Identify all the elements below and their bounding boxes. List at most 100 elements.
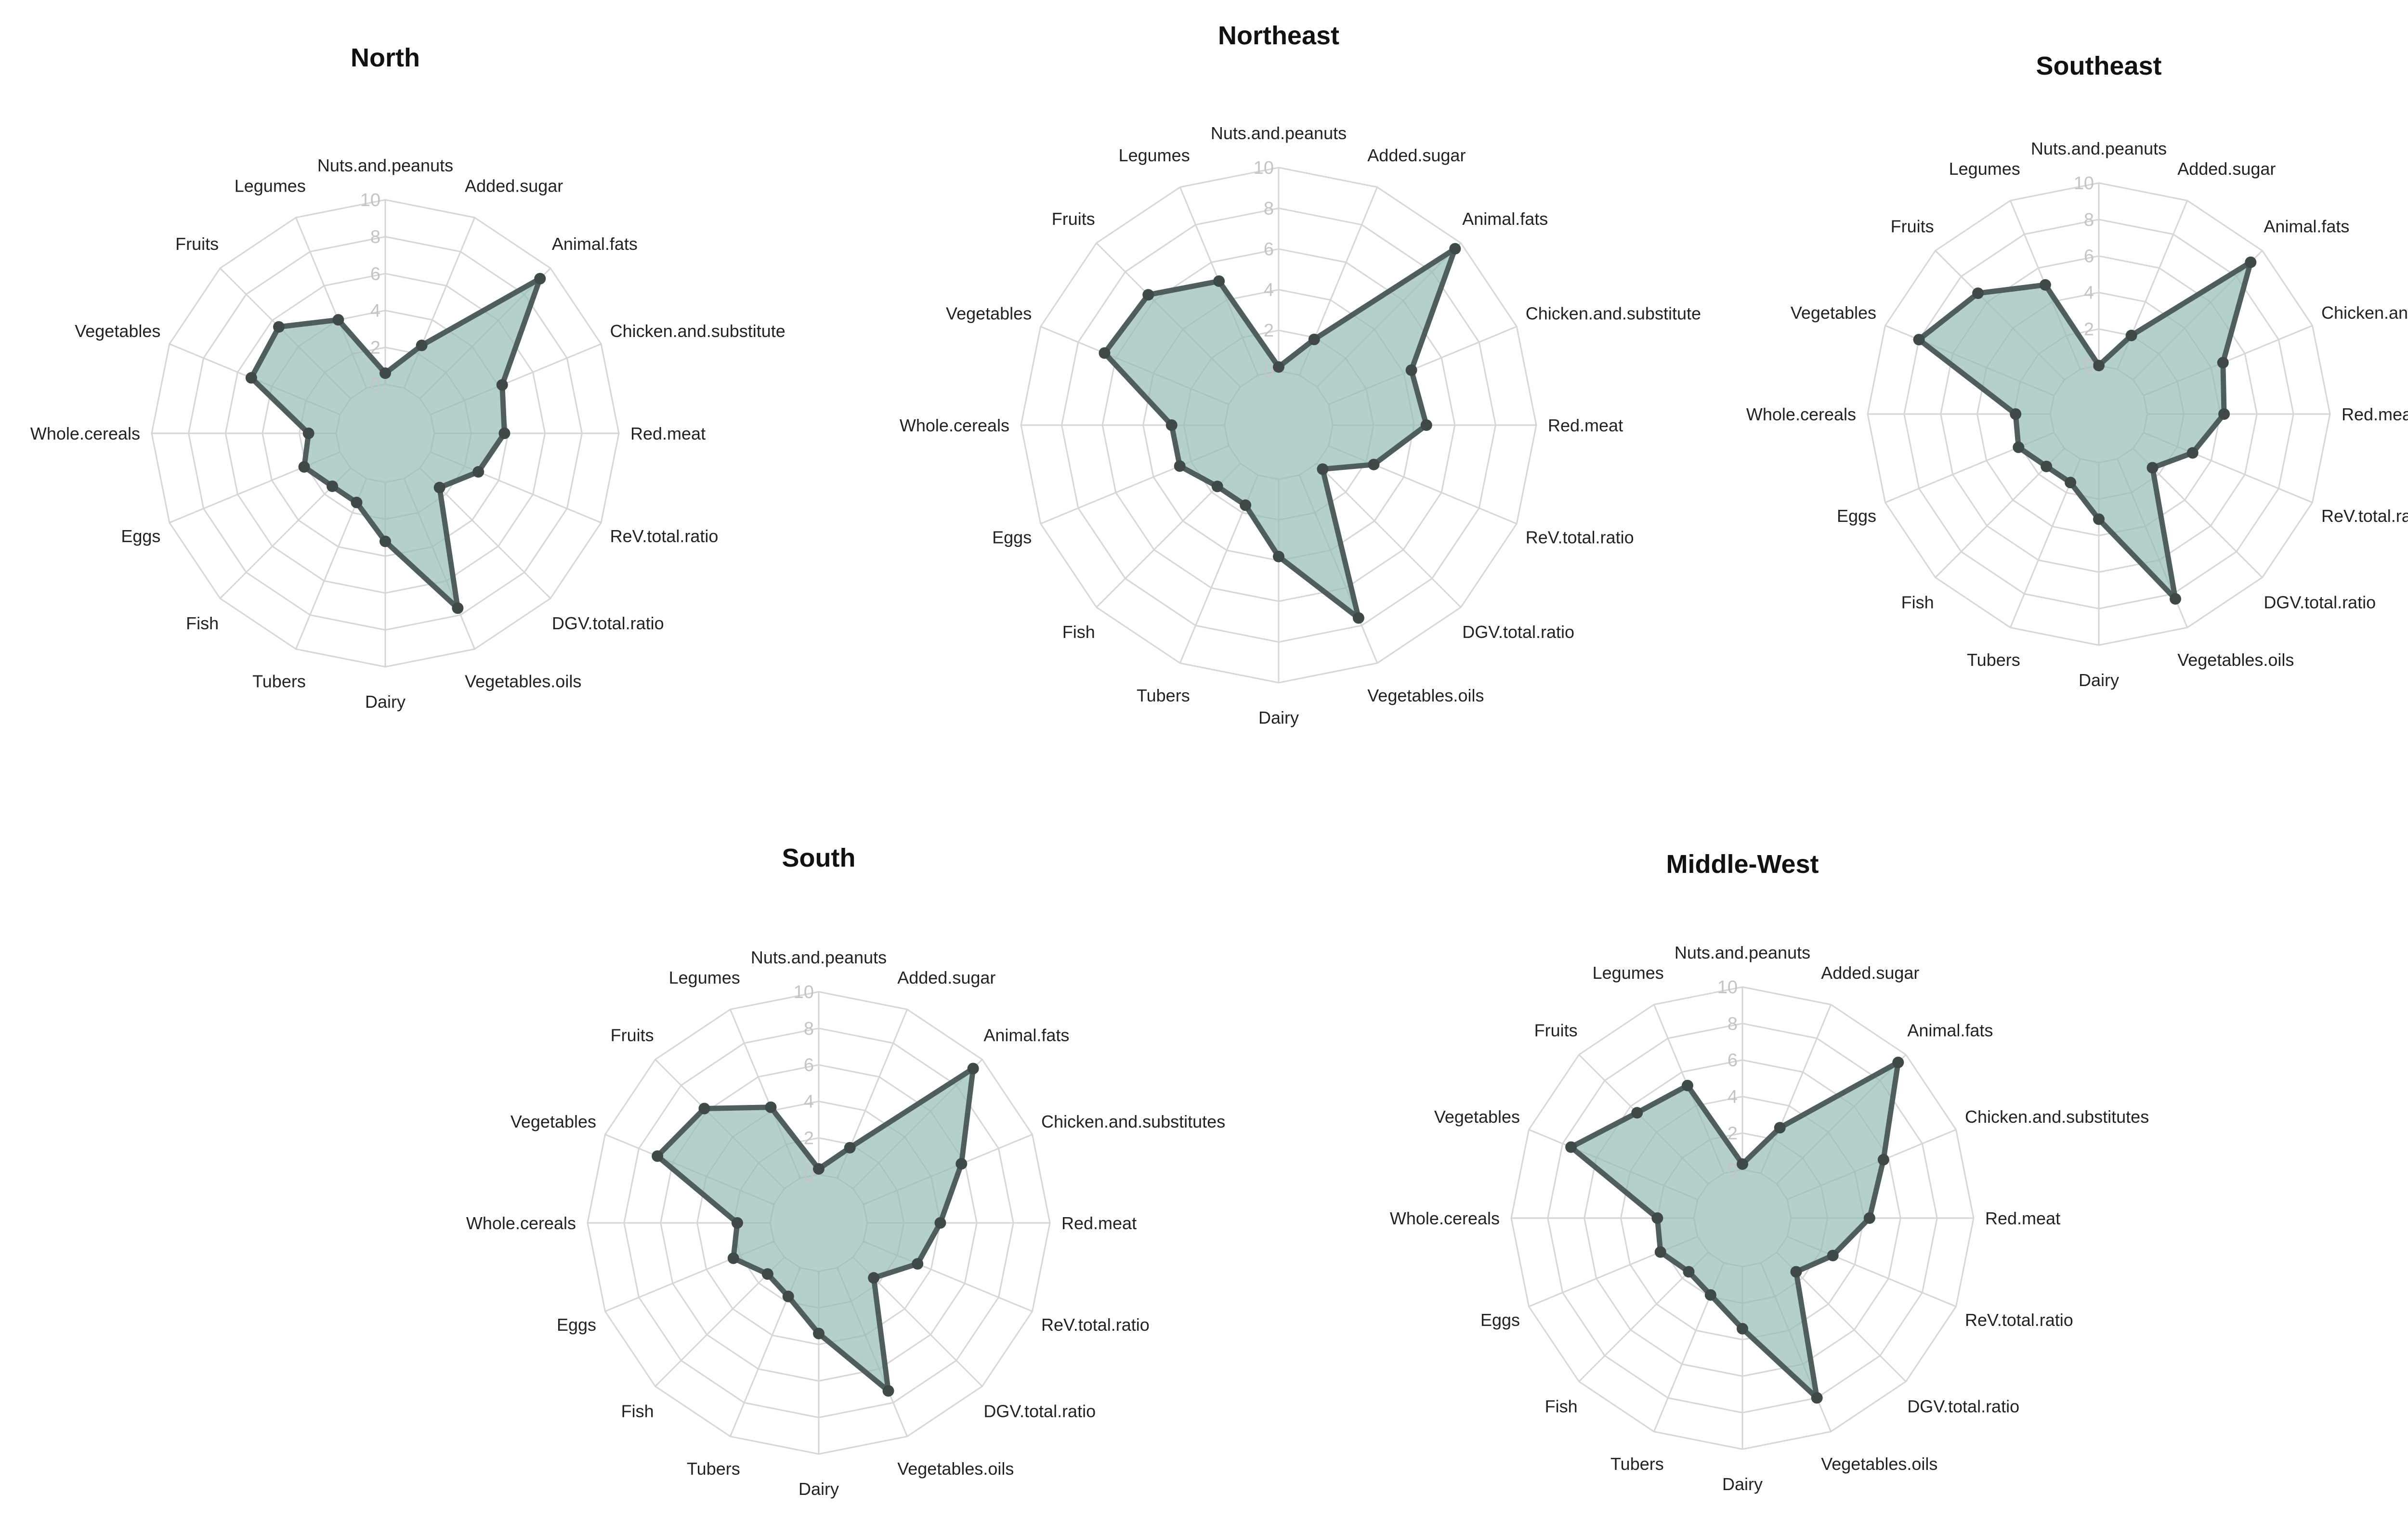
data-point-vegetables (1913, 334, 1925, 346)
data-point-eggs (298, 461, 310, 473)
axis-label-rev-total-ratio: ReV.total.ratio (1041, 1315, 1150, 1335)
axis-label-nuts-and-peanuts: Nuts.and.peanuts (751, 948, 887, 967)
axis-label-chicken-and-substitute: Chicken.and.substitute (610, 321, 785, 341)
data-point-vegetables (1099, 347, 1111, 359)
data-point-dairy (380, 535, 391, 547)
axis-label-legumes: Legumes (669, 968, 740, 987)
data-point-dairy (1273, 550, 1284, 562)
axis-label-dgv-total-ratio: DGV.total.ratio (1907, 1396, 2019, 1416)
data-point-legumes (1681, 1079, 1693, 1091)
axis-label-added-sugar: Added.sugar (897, 968, 995, 987)
radar-panel-north: North 0 2 4 6 8 10 Nuts.and.peanuts Added.sugar A… (30, 43, 785, 712)
panel-title: North (351, 43, 420, 72)
axis-label-eggs: Eggs (121, 526, 160, 546)
spoke-fish (654, 1257, 785, 1387)
axis-label-whole-cereals: Whole.cereals (1390, 1208, 1500, 1228)
data-point-fish (761, 1268, 773, 1280)
data-point-legumes (2039, 279, 2051, 291)
tick-label-10: 10 (2074, 173, 2094, 194)
axis-label-rev-total-ratio: ReV.total.ratio (610, 526, 719, 546)
axis-label-fruits: Fruits (1052, 209, 1095, 229)
axis-label-red-meat: Red.meat (2342, 404, 2408, 424)
tick-label-0: 0 (1727, 1160, 1738, 1180)
data-point-nuts-and-peanuts (1737, 1158, 1748, 1170)
data-point-dairy (2093, 513, 2105, 525)
axis-label-tubers: Tubers (1610, 1454, 1664, 1474)
axis-label-nuts-and-peanuts: Nuts.and.peanuts (1675, 943, 1810, 962)
data-point-dgv-total-ratio (868, 1272, 880, 1284)
data-point-chicken-and-substitutes (2217, 357, 2229, 369)
data-point-tubers (782, 1290, 794, 1302)
axis-label-rev-total-ratio: ReV.total.ratio (2321, 506, 2408, 526)
axis-label-vegetables: Vegetables (946, 304, 1032, 324)
axis-label-animal-fats: Animal.fats (2264, 217, 2349, 236)
tick-label-6: 6 (2084, 247, 2094, 267)
data-point-vegetables-oils (2170, 593, 2182, 605)
data-point-nuts-and-peanuts (380, 367, 391, 379)
data-point-added-sugar (416, 339, 428, 351)
data-point-added-sugar (844, 1142, 856, 1154)
panel-title: Middle-West (1666, 850, 1819, 879)
data-point-rev-total-ratio (1368, 458, 1380, 470)
axis-label-red-meat: Red.meat (1061, 1213, 1137, 1233)
axis-label-fruits: Fruits (611, 1026, 654, 1045)
data-point-vegetables (245, 372, 257, 384)
tick-label-8: 8 (1727, 1014, 1738, 1034)
axis-label-fruits: Fruits (1891, 217, 1934, 236)
axis-label-fish: Fish (1901, 592, 1934, 612)
axis-label-legumes: Legumes (1119, 145, 1190, 165)
axis-label-dgv-total-ratio: DGV.total.ratio (1462, 622, 1574, 642)
axis-label-vegetables: Vegetables (1791, 303, 1876, 323)
data-point-red-meat (498, 428, 510, 439)
data-point-nuts-and-peanuts (813, 1163, 824, 1175)
data-point-chicken-and-substitutes (955, 1158, 968, 1170)
tick-label-6: 6 (1727, 1051, 1738, 1071)
axis-label-chicken-and-substitutes: Chicken.and.substitutes (2321, 303, 2408, 323)
axis-label-fruits: Fruits (175, 234, 219, 254)
axis-label-animal-fats: Animal.fats (552, 234, 638, 254)
data-point-animal-fats (534, 273, 546, 285)
axis-label-dairy: Dairy (798, 1479, 839, 1499)
radar-panel-south: South 0 2 4 6 8 10 Nuts.and.peanuts Added.sugar A… (466, 844, 1225, 1499)
data-point-whole-cereals (1165, 419, 1178, 431)
tick-label-4: 4 (2084, 283, 2094, 303)
axis-label-red-meat: Red.meat (630, 424, 706, 443)
radar-panel-middle-west: Middle-West 0 2 4 6 8 10 Nuts.and.peanuts Added.… (1390, 850, 2149, 1494)
data-point-tubers (1704, 1289, 1716, 1301)
data-point-whole-cereals (731, 1217, 743, 1229)
data-point-animal-fats (2245, 256, 2257, 268)
data-point-whole-cereals (2010, 408, 2022, 420)
data-point-red-meat (2218, 408, 2230, 420)
data-point-nuts-and-peanuts (2093, 360, 2105, 372)
axis-label-red-meat: Red.meat (1548, 415, 1623, 435)
axis-label-legumes: Legumes (235, 176, 306, 195)
data-point-tubers (1240, 499, 1252, 511)
axis-label-added-sugar: Added.sugar (1821, 963, 1919, 983)
data-point-eggs (2013, 441, 2025, 454)
tick-label-8: 8 (370, 227, 380, 247)
spoke-dgv-total-ratio (1316, 463, 1462, 608)
data-point-fruits (273, 321, 285, 333)
axis-label-tubers: Tubers (1137, 686, 1190, 705)
data-point-eggs (1174, 460, 1186, 472)
axis-label-fish: Fish (1545, 1396, 1578, 1416)
tick-label-0: 0 (804, 1165, 814, 1185)
data-point-dgv-total-ratio (1790, 1266, 1802, 1278)
data-point-fish (2041, 460, 2053, 472)
data-point-tubers (351, 496, 363, 508)
data-point-tubers (2065, 477, 2077, 489)
data-point-vegetables (652, 1150, 664, 1162)
data-point-vegetables-oils (1811, 1392, 1823, 1404)
tick-label-6: 6 (804, 1055, 814, 1076)
tick-label-4: 4 (804, 1092, 814, 1112)
axis-label-dairy: Dairy (365, 692, 406, 712)
data-point-legumes (1213, 275, 1225, 287)
axis-label-tubers: Tubers (687, 1459, 740, 1479)
data-point-dgv-total-ratio (2146, 462, 2159, 474)
axis-label-rev-total-ratio: ReV.total.ratio (1526, 527, 1634, 547)
axis-label-nuts-and-peanuts: Nuts.and.peanuts (317, 156, 453, 175)
axis-label-fish: Fish (621, 1401, 654, 1421)
panel-title: South (782, 844, 856, 872)
tick-label-2: 2 (804, 1128, 814, 1148)
